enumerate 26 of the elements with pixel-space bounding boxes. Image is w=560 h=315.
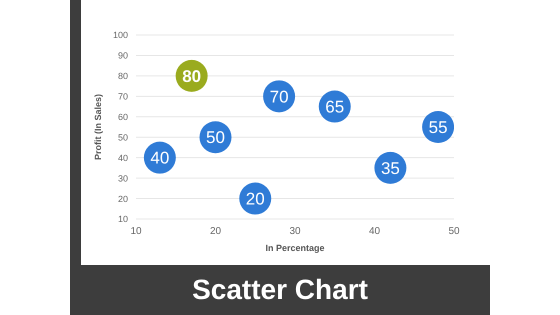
y-axis-title: Profit (In Sales) xyxy=(93,94,104,160)
data-label: 55 xyxy=(428,118,448,137)
text: Scatter Chart xyxy=(70,265,490,315)
data-label: 20 xyxy=(246,190,265,209)
x-tick-label: 10 xyxy=(130,226,142,238)
x-tick-label: 20 xyxy=(210,226,222,238)
y-tick-label: 20 xyxy=(118,194,128,204)
data-label: 70 xyxy=(270,87,289,106)
y-tick-label: 40 xyxy=(118,152,128,163)
data-label: 40 xyxy=(150,148,170,168)
y-tick-label: 90 xyxy=(118,50,128,61)
x-tick-label: 30 xyxy=(289,226,301,238)
y-tick-label: 10 xyxy=(118,214,128,224)
data-label: 50 xyxy=(206,128,225,148)
y-tick-label: 100 xyxy=(112,30,128,40)
data-label: 65 xyxy=(325,98,344,117)
y-tick-label: 80 xyxy=(118,71,128,82)
data-label: 35 xyxy=(380,158,400,178)
data-label: 80 xyxy=(182,66,202,86)
x-axis-title: In Percentage xyxy=(265,243,325,253)
y-tick-label: 70 xyxy=(118,92,128,102)
x-tick-label: 40 xyxy=(368,226,380,238)
x-tick-label: 50 xyxy=(448,226,460,238)
y-tick-label: 60 xyxy=(118,112,128,122)
y-tick-label: 30 xyxy=(118,173,128,184)
y-tick-label: 50 xyxy=(118,132,128,142)
